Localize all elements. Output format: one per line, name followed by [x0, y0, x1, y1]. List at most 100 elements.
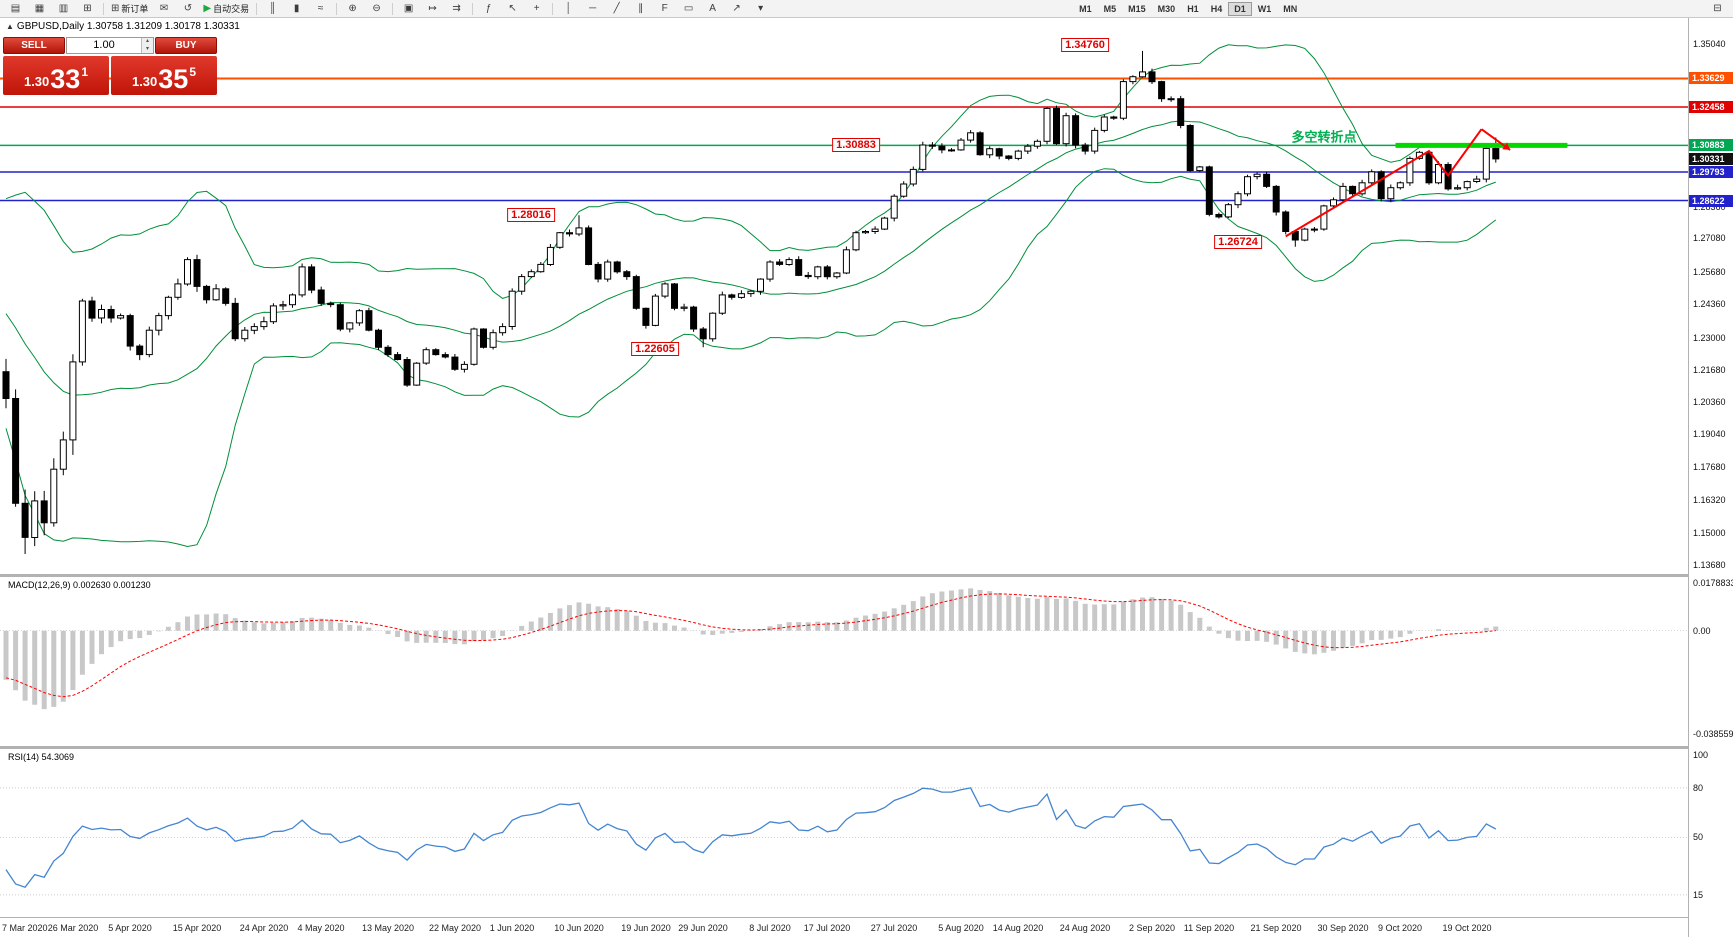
volume-spinner[interactable]: ▴ ▾ — [141, 38, 153, 53]
price-annotation-label[interactable]: 1.28016 — [507, 208, 555, 222]
turning-point-annotation[interactable]: 多空转折点 — [1291, 129, 1357, 145]
one-click-trading-panel: SELL 1.00 ▴ ▾ BUY 1.30 33 1 1.30 35 5 — [3, 37, 217, 95]
fibonacci-icon[interactable]: F — [653, 0, 676, 17]
window-controls-icon[interactable]: ⊟ — [1713, 3, 1722, 14]
volume-field[interactable]: 1.00 ▴ ▾ — [66, 37, 154, 54]
shapes-icon: ▭ — [683, 2, 694, 14]
new-chart-icon: ▤ — [10, 2, 21, 14]
price-annotation-label[interactable]: 1.22605 — [631, 342, 679, 356]
timeframe-m1[interactable]: M1 — [1079, 3, 1092, 14]
price-axis-label: 1.35040 — [1693, 39, 1726, 49]
volume-value[interactable]: 1.00 — [93, 39, 115, 51]
line-chart-icon[interactable]: ≈ — [309, 0, 332, 17]
timeframe-m30[interactable]: M30 — [1157, 3, 1176, 14]
collapse-arrow-icon[interactable]: ▲ — [6, 22, 14, 31]
price-badge: 1.30883 — [1689, 139, 1733, 151]
timeframe-w1[interactable]: W1 — [1257, 3, 1272, 14]
new-order-button[interactable]: ⊞ 新订单 — [108, 0, 151, 17]
timeframe-switcher: M1 M5 M15 M30 H1 H4 D1 W1 MN — [1073, 1, 1303, 16]
navigator-icon[interactable]: ⊞ — [76, 0, 99, 17]
arrows-icon[interactable]: ↗ — [725, 0, 748, 17]
vertical-line-icon[interactable]: │ — [557, 0, 580, 17]
date-axis-label: 11 Sep 2020 — [1183, 923, 1235, 933]
profiles-icon[interactable]: ▦ — [28, 0, 51, 17]
price-badge: 1.29793 — [1689, 166, 1733, 178]
sell-price-prefix: 1.30 — [23, 74, 50, 89]
tile-windows-icon[interactable]: ▣ — [397, 0, 420, 17]
chart-shift-icon: ⇉ — [452, 2, 461, 14]
timeframe-m5[interactable]: M5 — [1103, 3, 1117, 14]
macd-histogram — [3, 588, 1499, 710]
indicators-icon[interactable]: ƒ — [477, 0, 500, 17]
timeframe-mn[interactable]: MN — [1283, 3, 1298, 14]
vertical-line-icon: │ — [565, 2, 572, 14]
buy-button[interactable]: BUY — [155, 37, 217, 54]
volume-down-icon[interactable]: ▾ — [142, 45, 153, 53]
autoscroll-icon[interactable]: ↦ — [421, 0, 444, 17]
price-annotation-label[interactable]: 1.34760 — [1061, 38, 1109, 52]
autotrading-button[interactable]: ▶ 自动交易 — [200, 0, 252, 17]
price-axis-label: 1.13680 — [1693, 560, 1726, 570]
date-axis-label: 30 Sep 2020 — [1317, 923, 1369, 933]
text-label-icon: A — [709, 2, 716, 14]
price-badge: 1.28622 — [1689, 195, 1733, 207]
buy-price-box[interactable]: 1.30 35 5 — [111, 56, 217, 95]
zoom-out-icon[interactable]: ⊖ — [365, 0, 388, 17]
panel-separator[interactable] — [0, 746, 1733, 749]
mail-icon[interactable]: ✉ — [152, 0, 175, 17]
sell-button[interactable]: SELL — [3, 37, 65, 54]
cursor-icon[interactable]: ↖ — [501, 0, 524, 17]
date-axis-label: 14 Aug 2020 — [992, 923, 1044, 933]
price-annotation-label[interactable]: 1.26724 — [1214, 235, 1262, 249]
zoom-in-icon: ⊕ — [348, 2, 357, 14]
buy-price-pips: 35 — [158, 64, 189, 94]
chart-symbol-readout: ▲ GBPUSD,Daily 1.30758 1.31209 1.30178 1.… — [6, 21, 240, 32]
new-chart-icon[interactable]: ▤ — [4, 0, 27, 17]
new-order-button: ⊞ — [111, 2, 120, 14]
toolbar-separator — [336, 2, 338, 15]
bar-chart-icon[interactable]: ║ — [261, 0, 284, 17]
rsi-line — [5, 787, 1497, 888]
price-axis-label: 1.21680 — [1693, 365, 1726, 375]
crosshair-icon[interactable]: + — [525, 0, 548, 17]
macd-indicator-label: MACD(12,26,9) 0.002630 0.001230 — [8, 580, 151, 590]
price-annotation-label[interactable]: 1.30883 — [832, 138, 880, 152]
timeframe-h1[interactable]: H1 — [1187, 3, 1199, 14]
sell-price-pips: 33 — [50, 64, 81, 94]
text-label-icon[interactable]: A — [701, 0, 724, 17]
chart-shift-icon[interactable]: ⇉ — [445, 0, 468, 17]
price-axis-label: 1.25680 — [1693, 267, 1726, 277]
timeframe-h4[interactable]: H4 — [1210, 3, 1223, 14]
shapes-icon[interactable]: ▭ — [677, 0, 700, 17]
price-axis-label: 1.24360 — [1693, 299, 1726, 309]
trendline-icon[interactable]: ╱ — [605, 0, 628, 17]
fibonacci-icon: F — [661, 2, 668, 14]
candlestick-chart-icon[interactable]: ▮ — [285, 0, 308, 17]
market-watch-icon[interactable]: ▥ — [52, 0, 75, 17]
macd-axis-label: 0.0178833 — [1693, 578, 1733, 588]
candles — [2, 50, 1500, 554]
macd-signal-line — [5, 593, 1496, 698]
channel-icon[interactable]: ∥ — [629, 0, 652, 17]
zoom-in-icon[interactable]: ⊕ — [341, 0, 364, 17]
refresh-icon[interactable]: ↺ — [176, 0, 199, 17]
timeframe-d1[interactable]: D1 — [1228, 1, 1252, 16]
trend-line[interactable] — [1285, 128, 1483, 238]
volume-up-icon[interactable]: ▴ — [142, 38, 153, 46]
panel-separator[interactable] — [0, 574, 1733, 577]
refresh-icon: ↺ — [183, 2, 193, 14]
horizontal-line-icon[interactable]: ─ — [581, 0, 604, 17]
price-axis-label: 1.17680 — [1693, 462, 1726, 472]
channel-icon: ∥ — [638, 2, 644, 14]
dropdown-icon[interactable]: ▾ — [749, 0, 772, 17]
date-axis: 7 Mar 2020 26 Mar 2020 5 Apr 2020 15 Apr 20… — [0, 919, 1688, 937]
price-axis-label: 1.19040 — [1693, 429, 1726, 439]
timeframe-m15[interactable]: M15 — [1128, 3, 1146, 14]
date-axis-label: 24 Apr 2020 — [239, 923, 289, 933]
arrows-icon: ↗ — [732, 2, 741, 14]
sell-price-box[interactable]: 1.30 33 1 — [3, 56, 109, 95]
market-watch-icon: ▥ — [58, 2, 69, 14]
price-axis-label: 1.16320 — [1693, 495, 1726, 505]
symbol-ohlc-text: GBPUSD,Daily 1.30758 1.31209 1.30178 1.3… — [16, 21, 240, 32]
